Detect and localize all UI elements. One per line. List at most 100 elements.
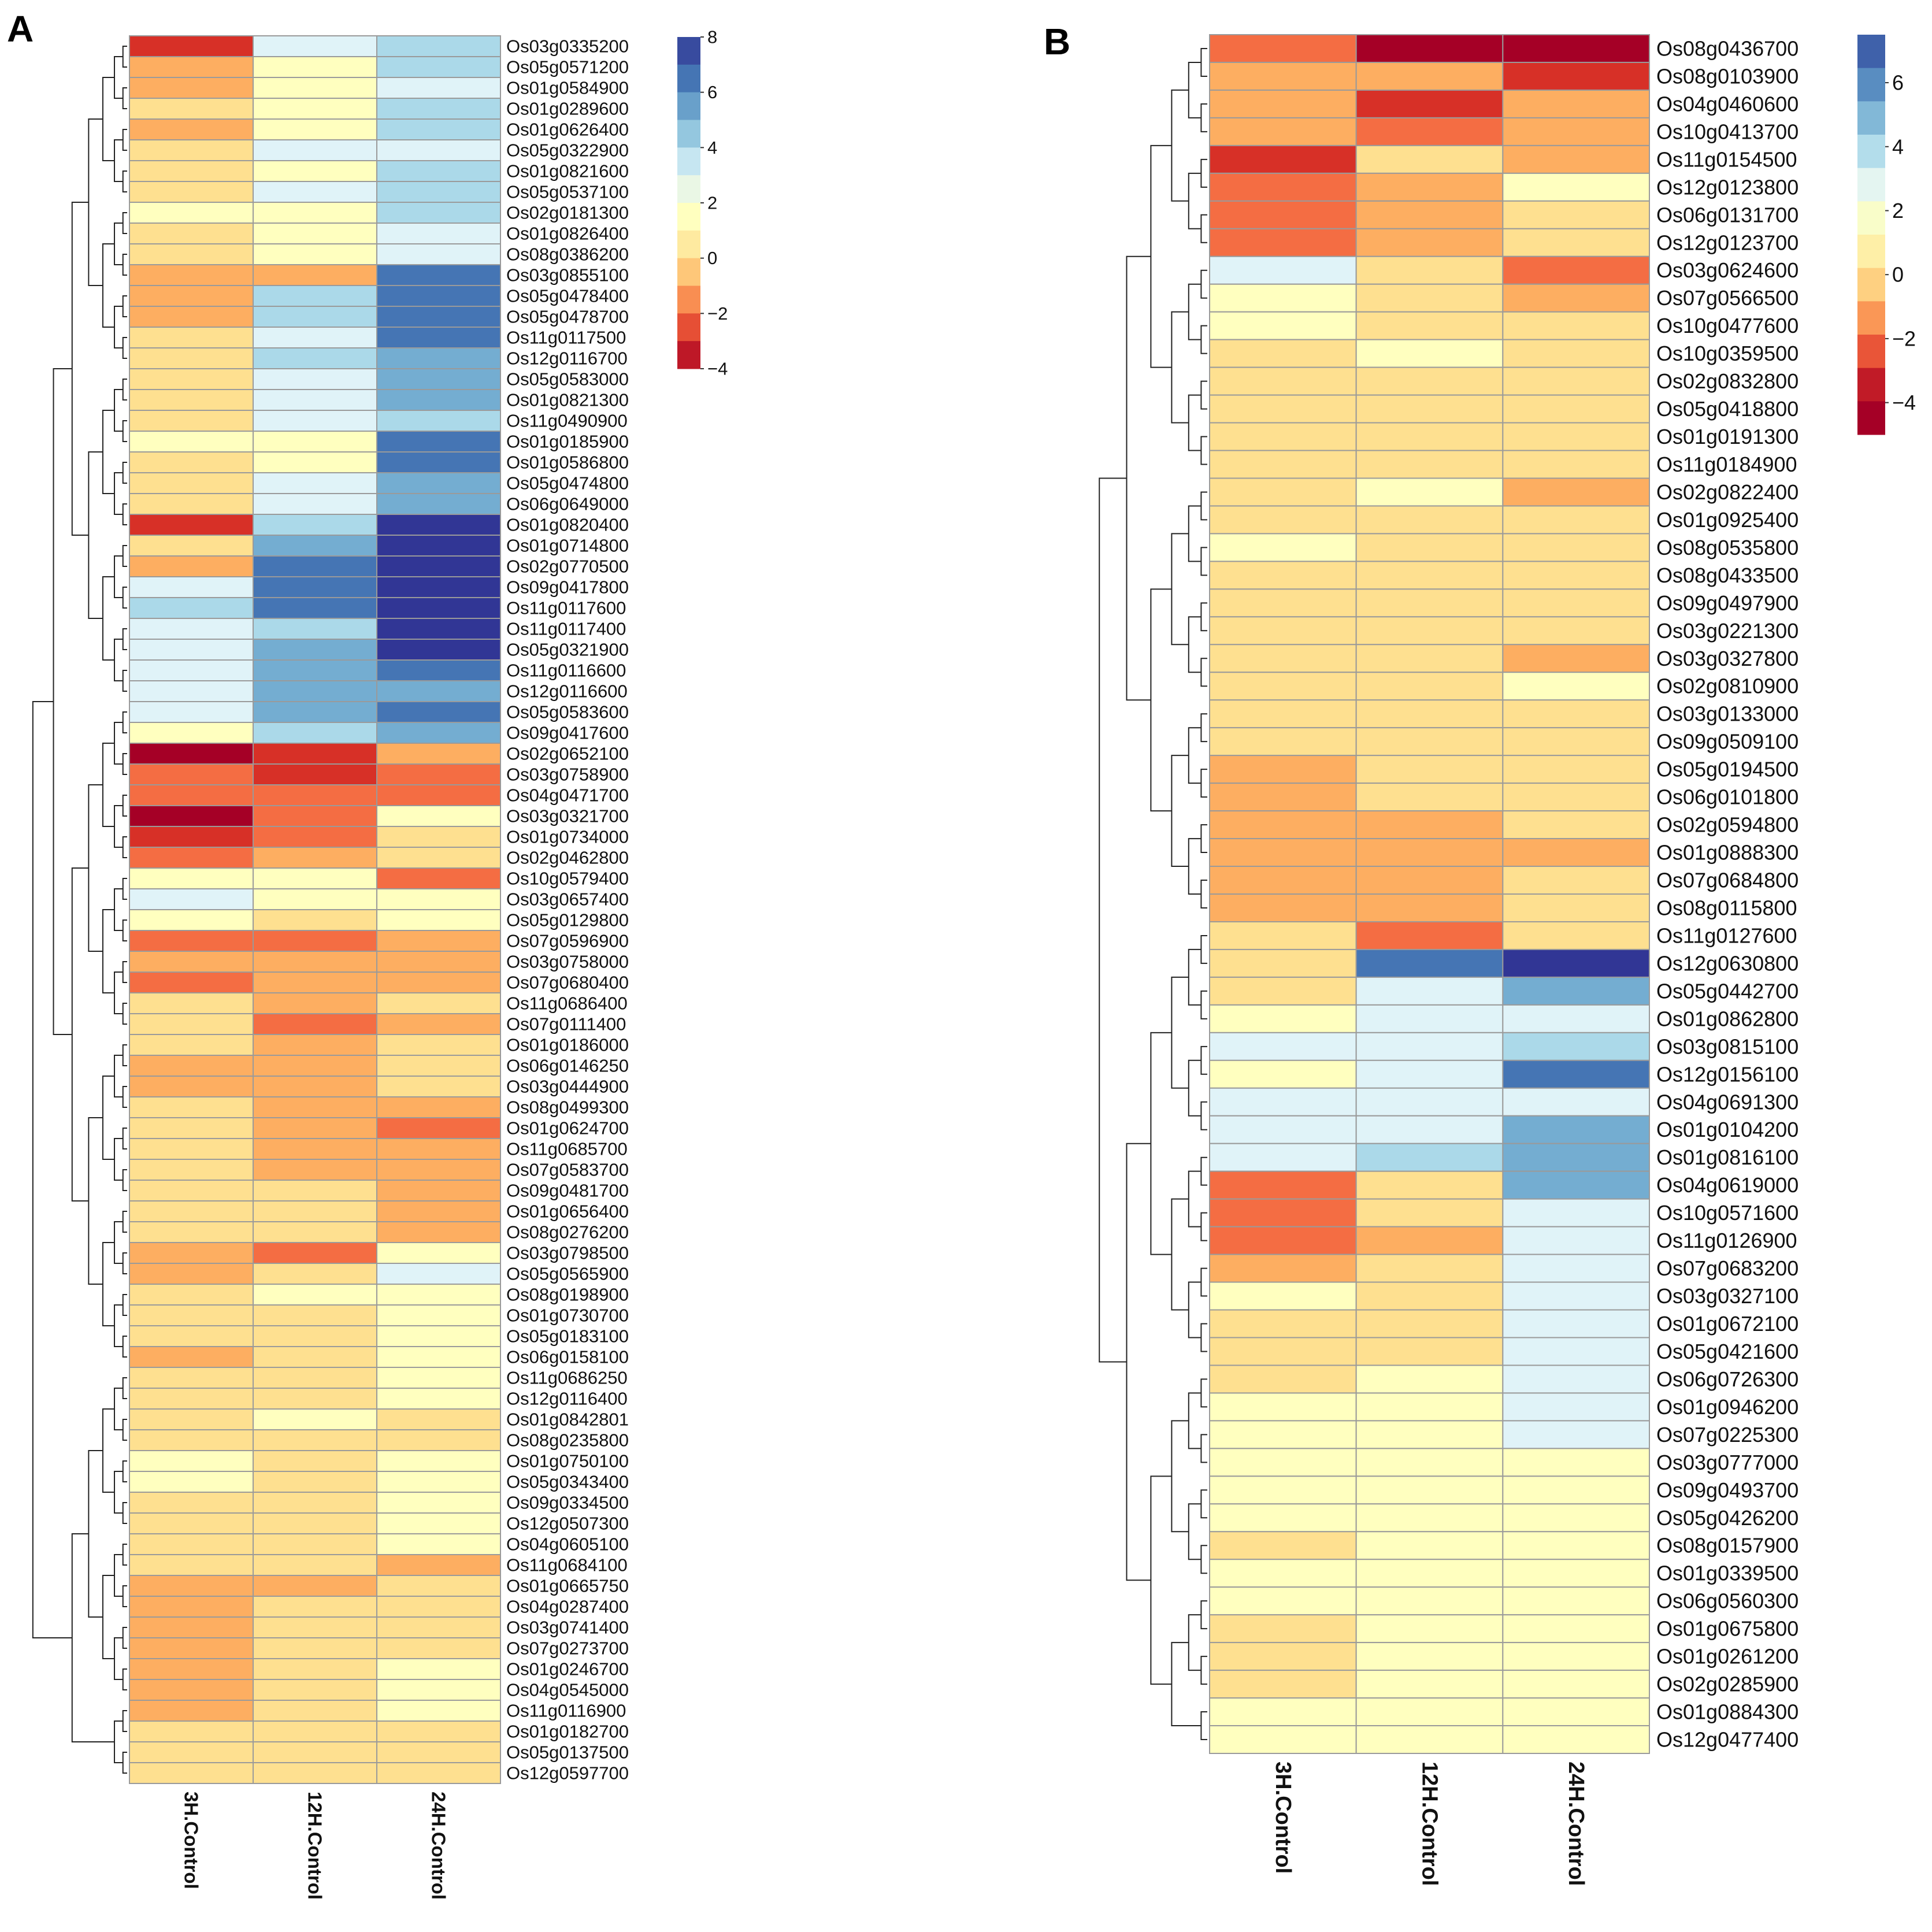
heatmap-cell xyxy=(1209,1614,1357,1644)
heatmap-cell xyxy=(376,1658,501,1680)
column-label: 12H.Control xyxy=(1418,1762,1442,1886)
dendrogram-branch xyxy=(1200,1045,1207,1075)
heatmap-cell xyxy=(1209,339,1357,368)
dendrogram-branch xyxy=(114,1554,123,1597)
heatmap-cell xyxy=(129,722,254,744)
heatmap-cell xyxy=(129,1741,254,1763)
dendrogram-branch xyxy=(1126,1143,1151,1581)
heatmap-cell xyxy=(253,1388,377,1410)
dendrogram-branch xyxy=(1200,1212,1207,1241)
heatmap-cell xyxy=(253,1117,377,1139)
heatmap-cell xyxy=(253,1596,377,1618)
gene-label: Os09g0497900 xyxy=(1656,591,1798,615)
heatmap-cell xyxy=(376,1076,501,1097)
dendrogram-branch xyxy=(122,1710,127,1732)
gene-label: Os03g0758000 xyxy=(506,952,629,972)
heatmap-cell xyxy=(129,1076,254,1097)
dendrogram-branch xyxy=(114,1720,123,1763)
heatmap-cell xyxy=(129,1658,254,1680)
heatmap-cell xyxy=(1502,1364,1650,1394)
heatmap-cell xyxy=(253,763,377,785)
dendrogram-branch xyxy=(122,46,127,68)
dendrogram-branch xyxy=(1171,533,1189,646)
dendrogram-branch xyxy=(1188,838,1202,895)
heatmap-cell xyxy=(253,1284,377,1306)
gene-label: Os08g0535800 xyxy=(1656,536,1798,559)
dendrogram-branch xyxy=(122,1585,127,1607)
heatmap-cell xyxy=(1209,1475,1357,1505)
dendrogram-branch xyxy=(122,503,127,525)
dendrogram-branch xyxy=(122,1044,127,1066)
dendrogram-branch xyxy=(122,1419,127,1441)
heatmap-cell xyxy=(129,56,254,78)
dendrogram-branch xyxy=(114,1637,123,1680)
heatmap-cell xyxy=(129,118,254,140)
heatmap-cell xyxy=(1502,672,1650,701)
gene-label: Os01g0289600 xyxy=(506,99,629,119)
heatmap-cell xyxy=(129,368,254,390)
heatmap-cell xyxy=(129,784,254,806)
dendrogram-branch xyxy=(1171,1420,1189,1533)
legend-swatch xyxy=(1857,335,1885,369)
heatmap-cell xyxy=(253,659,377,681)
legend-tick-label: 8 xyxy=(707,27,717,47)
heatmap-cell xyxy=(376,784,501,806)
heatmap-cell xyxy=(1209,394,1357,424)
heatmap-cell xyxy=(253,1554,377,1576)
heatmap-cell xyxy=(253,618,377,640)
dendrogram-branch xyxy=(1200,1545,1207,1574)
dendrogram-branch xyxy=(102,1076,115,1160)
heatmap-cell xyxy=(1502,339,1650,368)
gene-label: Os01g0182700 xyxy=(506,1722,629,1742)
dendrogram-branch xyxy=(1200,1489,1207,1519)
heatmap-cell xyxy=(129,1117,254,1139)
dendrogram-branch xyxy=(71,867,89,1202)
heatmap-cell xyxy=(376,306,501,328)
heatmap-cell xyxy=(129,1720,254,1742)
gene-label: Os05g0426200 xyxy=(1656,1506,1798,1530)
dendrogram-branch xyxy=(122,1627,127,1649)
heatmap-cell xyxy=(1209,838,1357,867)
heatmap-cell xyxy=(376,1367,501,1389)
heatmap-cell xyxy=(1502,311,1650,340)
heatmap-cell xyxy=(129,1554,254,1576)
heatmap-cell xyxy=(1209,311,1357,340)
column-label: 24H.Control xyxy=(1564,1762,1588,1886)
heatmap-cell xyxy=(253,1304,377,1326)
heatmap-cell xyxy=(1209,921,1357,950)
heatmap-cell xyxy=(376,98,501,120)
dendrogram-branch xyxy=(88,1117,103,1285)
heatmap-cell xyxy=(1355,61,1504,91)
gene-label: Os05g0537100 xyxy=(506,182,629,202)
dendrogram-branch xyxy=(1188,283,1202,340)
gene-label: Os02g0462800 xyxy=(506,848,629,868)
heatmap-cell xyxy=(1502,1115,1650,1144)
heatmap-cell xyxy=(253,1450,377,1472)
heatmap-cell xyxy=(253,867,377,889)
legend-tick-label: −4 xyxy=(1892,391,1916,414)
gene-label: Os01g0586800 xyxy=(506,453,629,473)
gene-label: Os01g0675800 xyxy=(1656,1617,1798,1641)
heatmap-cell xyxy=(129,1616,254,1638)
heatmap-cell xyxy=(376,576,501,598)
gene-label: Os01g0624700 xyxy=(506,1118,629,1139)
heatmap-cell xyxy=(1209,117,1357,146)
heatmap-cell xyxy=(376,118,501,140)
dendrogram-branch xyxy=(1188,1059,1202,1117)
dendrogram-branch xyxy=(122,1752,127,1774)
dendrogram-branch xyxy=(1200,1656,1207,1685)
gene-label: Os11g0117400 xyxy=(506,619,626,639)
heatmap-cell xyxy=(1355,34,1504,63)
heatmap-cell xyxy=(1355,422,1504,451)
dendrogram-branch xyxy=(122,1460,127,1482)
heatmap-cell xyxy=(253,555,377,577)
dendrogram-branch xyxy=(122,1294,127,1316)
dendrogram-branch xyxy=(1200,380,1207,410)
heatmap-cell xyxy=(1209,422,1357,451)
heatmap-cell xyxy=(129,743,254,765)
dendrogram-branch xyxy=(1200,1600,1207,1630)
dendrogram-branch xyxy=(88,1450,103,1618)
dendrogram-branch xyxy=(122,1502,127,1524)
dendrogram-branch xyxy=(1171,1198,1189,1311)
column-label: 12H.Control xyxy=(305,1792,326,1900)
